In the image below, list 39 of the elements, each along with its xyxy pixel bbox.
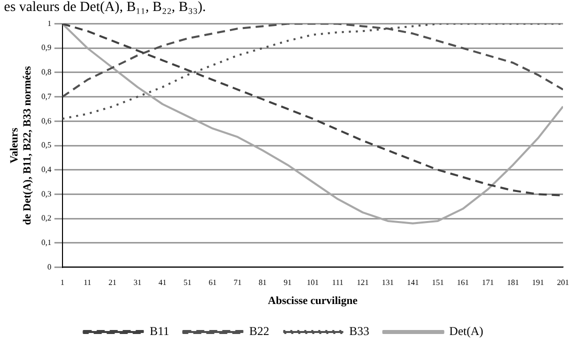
- x-tick-label: 31: [133, 278, 142, 288]
- legend-label: Det(A): [449, 324, 484, 338]
- x-tick-label: 131: [382, 278, 394, 288]
- y-tick-label: 0,2: [41, 214, 52, 223]
- x-tick-label: 61: [208, 278, 217, 288]
- x-tick-label: 151: [432, 278, 444, 288]
- x-tick-label: 141: [406, 278, 419, 288]
- x-axis-title: Abscisse curviligne: [268, 295, 358, 308]
- x-tick-label: 41: [158, 278, 167, 288]
- y-tick-label: 0,3: [41, 189, 52, 198]
- y-tick-label: 0: [47, 262, 52, 272]
- y-tick-label: 0,5: [41, 140, 52, 150]
- x-tick-label: 191: [532, 278, 544, 288]
- x-tick-label: 21: [108, 278, 116, 288]
- legend-label: B33: [349, 324, 370, 338]
- text: es valeurs de Det(A), B₁₁, B₂₂, B₃₃).: [3, 0, 207, 16]
- y-tick-label: 1: [47, 18, 52, 28]
- x-tick-label: 171: [482, 278, 494, 288]
- y-tick-label: 0,7: [41, 92, 52, 101]
- x-tick-label: 91: [284, 278, 292, 288]
- x-tick-label: 101: [306, 278, 319, 288]
- x-tick-label: 111: [332, 278, 344, 288]
- y-axis-title: Valeurs de Det(A), B11, B22, B33 normées: [8, 65, 34, 225]
- y-tick-label: 0,9: [41, 43, 52, 52]
- x-tick-label: 161: [456, 278, 469, 288]
- x-tick-label: 121: [356, 278, 369, 288]
- y-tick-label: 0,6: [41, 116, 52, 126]
- y-tick-label: 0,8: [41, 68, 52, 77]
- x-tick-label: 181: [506, 278, 519, 288]
- y-tick-label: 0,1: [41, 238, 52, 247]
- legend-label: B11: [150, 324, 170, 338]
- x-tick-label: 1: [60, 278, 64, 288]
- x-tick-label: 71: [234, 278, 242, 288]
- x-tick-label: 51: [184, 278, 192, 288]
- x-tick-label: 81: [258, 278, 267, 288]
- x-tick-label: 11: [84, 278, 92, 288]
- y-tick-label: 0,4: [41, 164, 52, 174]
- x-tick-label: 201: [557, 278, 569, 288]
- legend-label: B22: [249, 324, 270, 338]
